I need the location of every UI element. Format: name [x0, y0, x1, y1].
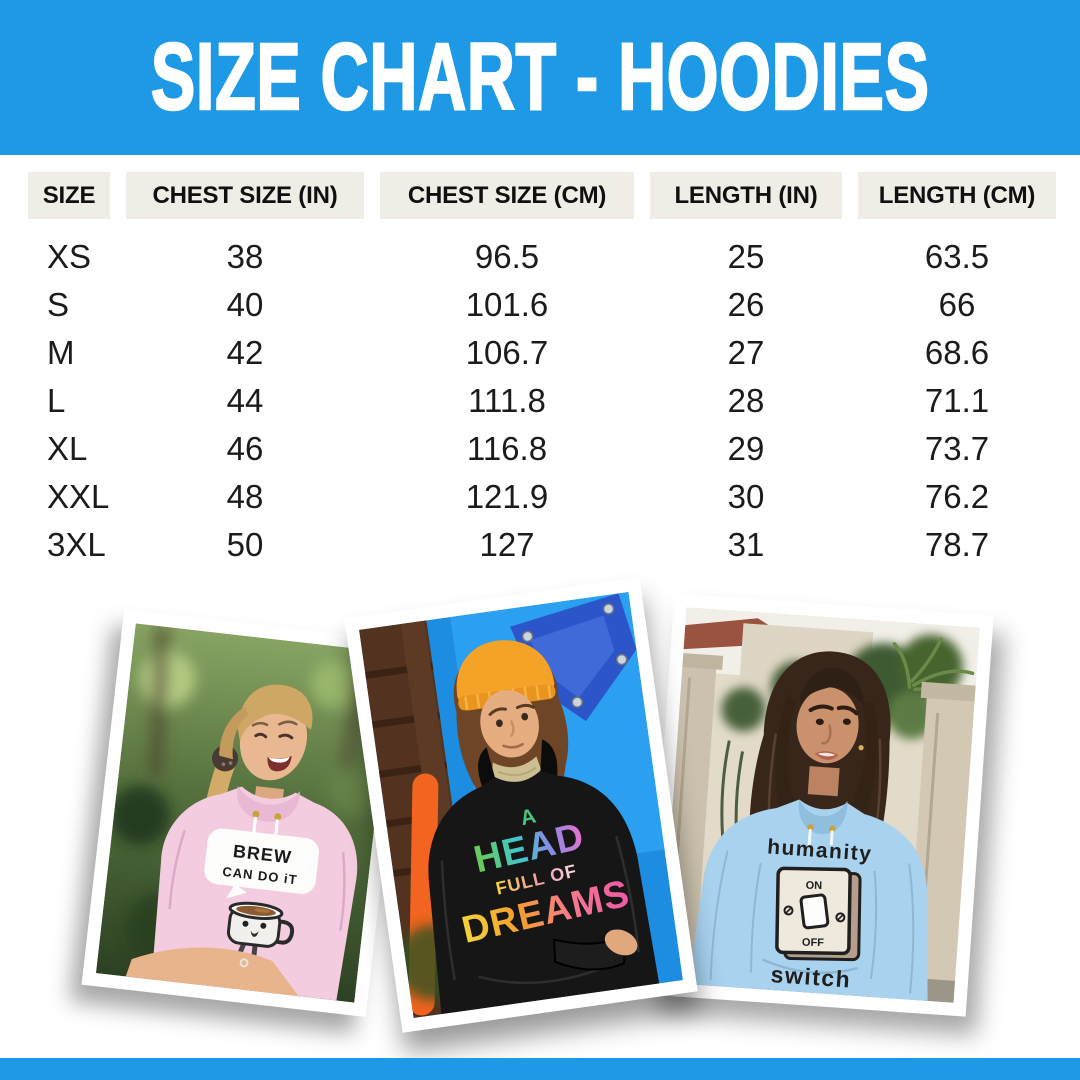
graphic-bottom-text: switch — [770, 961, 852, 993]
cell-size: L — [47, 382, 66, 419]
cell-length-cm: 66 — [938, 286, 976, 323]
cell-length-cm: 71.1 — [924, 382, 990, 419]
size-table: SIZE CHEST SIZE (IN) CHEST SIZE (CM) LEN… — [28, 172, 1056, 569]
cell-chest-in: 38 — [226, 238, 264, 275]
table-row: 3XL 50 127 31 78.7 — [28, 521, 1056, 569]
light-switch-illustration: ON OFF — [775, 866, 862, 962]
cell-length-cm: 73.7 — [924, 430, 990, 467]
cell-chest-cm: 111.8 — [468, 382, 546, 419]
cell-size: XXL — [47, 478, 110, 515]
cell-length-cm: 76.2 — [924, 478, 990, 515]
cell-length-in: 29 — [727, 430, 765, 467]
cell-length-in: 28 — [727, 382, 765, 419]
drawstring-eyelet — [807, 824, 814, 831]
table-row: M 42 106.7 27 68.6 — [28, 329, 1056, 377]
cell-chest-in: 48 — [226, 478, 264, 515]
cell-length-in: 27 — [727, 334, 765, 371]
title-banner: SIZE CHART - HOODIES — [0, 0, 1080, 155]
coffee-cup-illustration — [226, 901, 295, 967]
cell-chest-in: 44 — [226, 382, 264, 419]
pink-hoodie-scene: BREW CAN DO iT — [95, 623, 395, 1003]
cell-chest-cm: 127 — [479, 526, 535, 563]
page-title: SIZE CHART - HOODIES — [150, 24, 930, 130]
table-body: XS 38 96.5 25 63.5 S 40 101.6 26 66 M 42… — [28, 233, 1056, 569]
cell-chest-cm: 121.9 — [465, 478, 549, 515]
bottom-accent-strip — [0, 1058, 1080, 1080]
earring — [858, 745, 864, 751]
cell-length-cm: 63.5 — [924, 238, 990, 275]
forearm — [125, 947, 299, 997]
cell-length-cm: 78.7 — [924, 526, 990, 563]
ring — [239, 958, 249, 968]
column-header-size: SIZE — [28, 172, 110, 219]
table-row: XXL 48 121.9 30 76.2 — [28, 473, 1056, 521]
cell-length-in: 31 — [727, 526, 765, 563]
switch-on-label: ON — [806, 880, 823, 892]
column-header-length-cm: LENGTH (CM) — [858, 172, 1056, 219]
table-row: S 40 101.6 26 66 — [28, 281, 1056, 329]
table-row: L 44 111.8 28 71.1 — [28, 377, 1056, 425]
blue-hoodie-scene: humanity ON OFF switch — [660, 607, 980, 1003]
cell-size: S — [47, 286, 70, 323]
cell-chest-cm: 116.8 — [466, 430, 548, 467]
speech-bubble: BREW CAN DO iT — [204, 828, 319, 899]
cell-size: M — [47, 334, 75, 371]
column-header-chest-cm: CHEST SIZE (CM) — [380, 172, 634, 219]
black-hoodie — [428, 739, 660, 1015]
column-header-length-in: LENGTH (IN) — [650, 172, 842, 219]
cell-length-in: 26 — [727, 286, 765, 323]
cell-size: XL — [47, 430, 88, 467]
humanity-switch-graphic: humanity ON OFF switch — [766, 835, 873, 993]
cell-chest-cm: 101.6 — [465, 286, 549, 323]
screw-icon — [521, 603, 628, 708]
cell-size: 3XL — [47, 526, 106, 563]
dreams-line1: A — [518, 804, 538, 830]
hand — [604, 929, 638, 956]
cell-chest-cm: 106.7 — [465, 334, 549, 371]
black-hoodie-scene: A HEAD FULL OF DREAMS — [359, 591, 683, 1019]
table-header-row: SIZE CHEST SIZE (IN) CHEST SIZE (CM) LEN… — [28, 172, 1056, 219]
table-row: XS 38 96.5 25 63.5 — [28, 233, 1056, 281]
table-row: XL 46 116.8 29 73.7 — [28, 425, 1056, 473]
cell-chest-in: 50 — [226, 526, 264, 563]
drawstring-eyelet — [829, 825, 836, 833]
cell-length-cm: 68.6 — [924, 334, 990, 371]
photo-black-hoodie: A HEAD FULL OF DREAMS — [344, 577, 698, 1033]
cell-length-in: 30 — [727, 478, 765, 515]
photo-pink-hoodie: BREW CAN DO iT — [81, 609, 409, 1017]
cell-chest-in: 42 — [226, 334, 264, 371]
cell-chest-cm: 96.5 — [474, 238, 540, 275]
cell-chest-in: 46 — [226, 430, 264, 467]
photo-blue-hoodie: humanity ON OFF switch — [646, 593, 994, 1017]
drawstring-eyelet — [274, 813, 282, 821]
drawstring-eyelet — [252, 810, 260, 818]
column-header-chest-in: CHEST SIZE (IN) — [126, 172, 364, 219]
cell-chest-in: 40 — [226, 286, 264, 323]
cell-size: XS — [47, 238, 92, 275]
switch-off-label: OFF — [802, 937, 824, 949]
cell-length-in: 25 — [727, 238, 765, 275]
